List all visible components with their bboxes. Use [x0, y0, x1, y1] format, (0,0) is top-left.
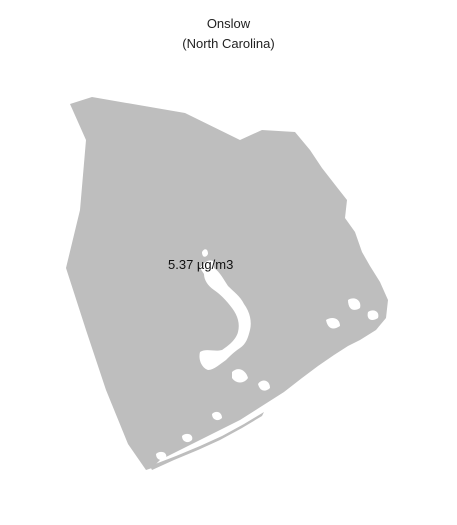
coastal-inlet-3 [326, 318, 340, 329]
map-title: Onslow (North Carolina) [0, 14, 457, 54]
inlet-upper [202, 249, 208, 257]
coastal-inlet-6 [212, 411, 222, 421]
pm25-value-label: 5.37 µg/m3 [168, 257, 234, 272]
barrier-island [150, 412, 264, 470]
new-river [199, 260, 251, 370]
coastal-inlet-4 [348, 298, 361, 310]
county-shape [66, 97, 388, 470]
state-name: (North Carolina) [182, 36, 275, 51]
coastal-inlet-2 [258, 380, 270, 391]
county-name: Onslow [206, 16, 251, 31]
coastal-inlet-8 [156, 451, 167, 461]
coastal-inlet-7 [182, 433, 193, 443]
coastal-inlet-1 [232, 369, 248, 383]
coastal-inlet-5 [367, 310, 379, 320]
